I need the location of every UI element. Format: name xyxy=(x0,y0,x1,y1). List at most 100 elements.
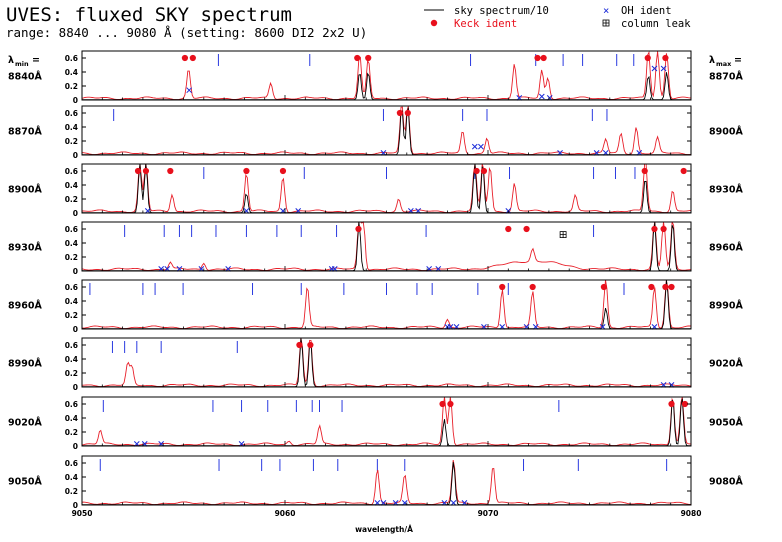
lambda-min-label: 8900Å xyxy=(8,185,42,196)
legend-keck-label: Keck ident xyxy=(454,18,517,30)
y-tick-label: 0.2 xyxy=(65,137,78,146)
legend-oh-label: OH ident xyxy=(621,5,672,17)
oh-ident-marker xyxy=(478,143,484,150)
lambda-max-label: 8930Å xyxy=(709,185,743,196)
keck-ident-marker xyxy=(681,400,689,408)
keck-ident-marker xyxy=(355,225,362,233)
lambda-max-label: 8990Å xyxy=(709,301,743,312)
keck-ident-marker xyxy=(534,54,541,62)
keck-ident-marker xyxy=(396,109,403,117)
lambda-min-label: 8990Å xyxy=(8,359,42,370)
keck-ident-marker xyxy=(142,167,150,175)
y-tick-label: 0.4 xyxy=(65,473,78,482)
oh-ident-marker xyxy=(651,65,658,72)
sky-line xyxy=(82,72,691,101)
lambda-max-label: 8870Å xyxy=(709,72,743,83)
panel-frame xyxy=(81,455,692,506)
panel-frame xyxy=(81,221,692,272)
oh-ident-marker xyxy=(538,93,545,100)
y-tick-label: 0.4 xyxy=(65,239,78,248)
lambda-max-label: 9080Å xyxy=(709,477,743,488)
keck-ident-marker xyxy=(296,341,303,349)
keck-ident-marker xyxy=(651,225,658,233)
panel-frame xyxy=(81,337,692,388)
panel-frame xyxy=(81,396,692,447)
keck-ident-marker xyxy=(660,225,667,233)
keck-ident-marker xyxy=(644,54,651,62)
svg-text:=: = xyxy=(734,55,742,66)
flux-line xyxy=(82,106,692,156)
panels: 0 0.2 0.4 0.6 8840Å 8870Å 0 0.2 0.4 0.6 8870Å 8900Å… xyxy=(8,50,743,518)
keck-ident-marker xyxy=(600,283,608,291)
keck-ident-marker xyxy=(354,54,361,62)
keck-ident-marker xyxy=(189,54,196,62)
y-tick-label: 0 xyxy=(73,383,78,392)
keck-ident-marker xyxy=(668,283,675,291)
lambda-max-label: 9050Å xyxy=(709,418,743,429)
y-tick-label: 0.2 xyxy=(65,195,78,204)
flux-line xyxy=(81,396,692,447)
flux-line xyxy=(81,50,692,101)
lambda-min-label: 9020Å xyxy=(8,418,42,429)
chart-title: UVES: fluxed SKY spectrum xyxy=(6,4,292,26)
lambda-max-label: 8960Å xyxy=(709,243,743,254)
sky-line xyxy=(82,398,691,447)
y-tick-label: 0.2 xyxy=(65,369,78,378)
y-tick-label: 0.6 xyxy=(65,225,78,234)
svg-text:max: max xyxy=(716,60,732,68)
keck-ident-marker xyxy=(540,54,547,62)
keck-ident-marker xyxy=(243,167,250,175)
keck-ident-marker xyxy=(668,400,675,408)
keck-ident-marker xyxy=(680,167,687,175)
panel-frame xyxy=(81,105,692,156)
lambda-max-label: 8900Å xyxy=(709,127,743,138)
spectrum-panel: 0 0.2 0.4 0.6 9020Å 9050Å xyxy=(8,396,743,451)
oh-ident-marker xyxy=(660,65,667,72)
keck-ident-marker xyxy=(499,283,506,291)
keck-ident-marker xyxy=(134,167,142,175)
spectrum-panel: 0 0.2 0.4 0.6 8930Å 8960Å xyxy=(8,221,743,276)
spectrum-panel: 0 0.2 0.4 0.6 8900Å 8930Å xyxy=(8,163,743,218)
y-tick-label: 0.2 xyxy=(65,253,78,262)
y-tick-label: 0.6 xyxy=(65,341,78,350)
x-tick-label: 9060 xyxy=(275,509,296,518)
spectrum-panel: 0 0.2 0.4 0.6 9050Å 9080Å xyxy=(8,455,743,510)
keck-ident-marker xyxy=(279,167,287,175)
y-tick-label: 0 xyxy=(73,501,78,510)
x-axis-label: wavelength/Å xyxy=(355,525,413,534)
legend-leak-marker xyxy=(602,19,610,27)
lambda-max-label: 9020Å xyxy=(709,359,743,370)
legend-oh-marker: × xyxy=(603,5,609,17)
spectrum-panel: 0 0.2 0.4 0.6 8960Å 8990Å xyxy=(8,279,743,334)
sky-line xyxy=(82,462,691,506)
spectrum-panel: 0 0.2 0.4 0.6 8870Å 8900Å xyxy=(8,105,743,160)
keck-ident-marker xyxy=(648,283,655,291)
svg-text:min: min xyxy=(15,60,29,68)
keck-ident-marker xyxy=(439,400,446,408)
y-tick-label: 0 xyxy=(73,267,78,276)
keck-ident-marker xyxy=(404,109,411,117)
oh-ident-marker xyxy=(186,87,193,94)
keck-ident-marker xyxy=(365,54,372,62)
y-tick-label: 0.2 xyxy=(65,487,78,496)
svg-text:λ: λ xyxy=(8,55,14,66)
y-tick-label: 0.4 xyxy=(65,297,78,306)
sky-line xyxy=(82,338,691,388)
spectrum-panel: 0 0.2 0.4 0.6 8840Å 8870Å xyxy=(8,50,743,105)
lambda-min-label: 8930Å xyxy=(8,243,42,254)
lambda-min-label: 8840Å xyxy=(8,72,42,83)
sky-line xyxy=(82,221,691,272)
legend-sky-label: sky spectrum/10 xyxy=(454,5,549,17)
legend: sky spectrum/10 Keck ident × OH ident co… xyxy=(424,5,691,30)
spectrum-panel: 0 0.2 0.4 0.6 8990Å 9020Å xyxy=(8,337,743,392)
y-tick-label: 0 xyxy=(73,325,78,334)
keck-ident-marker xyxy=(167,167,174,175)
x-tick-label: 9080 xyxy=(681,509,702,518)
keck-ident-marker xyxy=(662,283,669,291)
lambda-max-header: λ max = xyxy=(709,55,742,68)
keck-ident-marker xyxy=(181,54,189,62)
flux-line xyxy=(82,337,692,388)
keck-ident-marker xyxy=(447,400,454,408)
keck-ident-marker xyxy=(307,341,314,349)
y-tick-label: 0.2 xyxy=(65,82,78,91)
